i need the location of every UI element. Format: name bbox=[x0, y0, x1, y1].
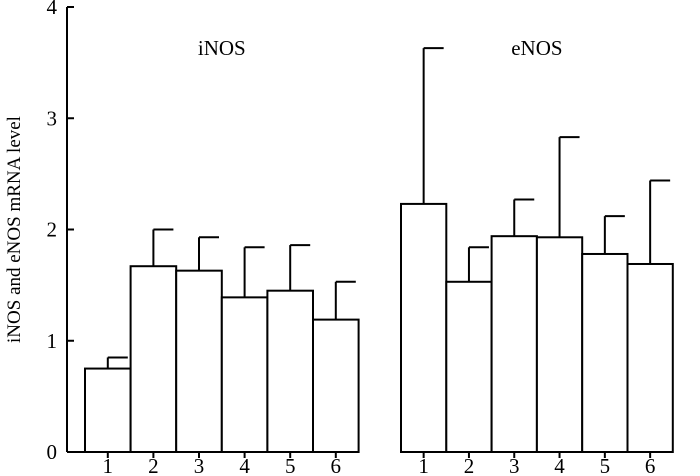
chart-labels: iNOS and eNOS mRNA level iNOS eNOS bbox=[4, 36, 563, 343]
bar bbox=[220, 296, 269, 453]
x-tick-label: 6 bbox=[645, 454, 656, 476]
group-label: iNOS bbox=[198, 36, 246, 60]
bar bbox=[581, 252, 629, 453]
x-tick-label: 2 bbox=[148, 454, 159, 476]
bar bbox=[129, 265, 178, 453]
x-tick-label: 6 bbox=[331, 454, 342, 476]
bar bbox=[535, 236, 584, 453]
x-axis-ticks: 1 2 3 4 5 6 1 2 3 4 5 6 bbox=[103, 452, 656, 476]
x-tick-label: 4 bbox=[239, 454, 250, 476]
group-label: eNOS bbox=[511, 36, 562, 60]
x-tick-label: 3 bbox=[509, 454, 520, 476]
bar bbox=[312, 318, 360, 453]
x-tick-label: 5 bbox=[600, 454, 611, 476]
y-tick-label: 4 bbox=[47, 0, 58, 19]
bar bbox=[84, 367, 132, 453]
x-tick-label: 4 bbox=[554, 454, 565, 476]
y-tick-label: 3 bbox=[47, 106, 58, 130]
bar bbox=[626, 262, 674, 453]
bar bbox=[175, 269, 223, 453]
y-tick-label: 2 bbox=[47, 218, 58, 242]
bar bbox=[266, 289, 314, 453]
x-tick-label: 1 bbox=[418, 454, 429, 476]
y-axis-label: iNOS and eNOS mRNA level bbox=[4, 116, 25, 343]
x-tick-label: 2 bbox=[464, 454, 475, 476]
bar bbox=[490, 235, 538, 453]
x-tick-label: 1 bbox=[103, 454, 114, 476]
y-tick-label: 1 bbox=[47, 329, 58, 353]
bars bbox=[84, 47, 674, 453]
bar bbox=[445, 280, 493, 453]
y-tick-label: 0 bbox=[47, 440, 58, 464]
bar bbox=[400, 202, 448, 453]
x-tick-label: 5 bbox=[285, 454, 296, 476]
x-tick-label: 3 bbox=[194, 454, 205, 476]
